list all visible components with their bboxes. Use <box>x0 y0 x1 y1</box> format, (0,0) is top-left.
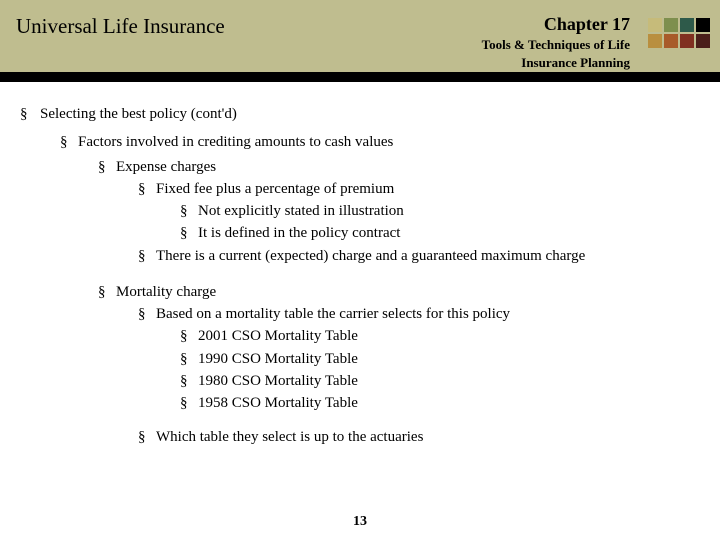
bullet-text: 1980 CSO Mortality Table <box>198 373 358 389</box>
logo-cell <box>680 34 694 48</box>
logo-cell <box>696 34 710 48</box>
list-item: Which table they select is up to the act… <box>136 427 702 447</box>
subtitle-line-1: Tools & Techniques of Life <box>482 37 630 53</box>
list-item: 1958 CSO Mortality Table <box>178 393 702 413</box>
chapter-label: Chapter 17 <box>482 14 630 35</box>
slide-title: Universal Life Insurance <box>16 14 482 39</box>
list-item: Based on a mortality table the carrier s… <box>136 304 702 413</box>
list-item: 1990 CSO Mortality Table <box>178 349 702 369</box>
bullet-text: 2001 CSO Mortality Table <box>198 328 358 344</box>
bullet-text: Not explicitly stated in illustration <box>198 203 404 219</box>
logo-cell <box>664 34 678 48</box>
bullet-text: 1958 CSO Mortality Table <box>198 395 358 411</box>
list-item: It is defined in the policy contract <box>178 223 702 243</box>
bullet-text: Fixed fee plus a percentage of premium <box>156 181 394 197</box>
list-item: Expense charges Fixed fee plus a percent… <box>96 157 702 266</box>
logo-cell <box>648 34 662 48</box>
bullet-text: Factors involved in crediting amounts to… <box>78 134 393 150</box>
logo-cell <box>648 18 662 32</box>
list-item: Not explicitly stated in illustration <box>178 201 702 221</box>
divider-bar <box>0 72 720 82</box>
logo-grid-icon <box>648 18 710 48</box>
slide-header: Universal Life Insurance Chapter 17 Tool… <box>0 0 720 72</box>
bullet-text: Expense charges <box>116 159 216 175</box>
bullet-text: Mortality charge <box>116 284 216 300</box>
list-item: Mortality charge Based on a mortality ta… <box>96 282 702 448</box>
bullet-text: Based on a mortality table the carrier s… <box>156 306 510 322</box>
bullet-text: Selecting the best policy (cont'd) <box>40 106 237 122</box>
list-item: Fixed fee plus a percentage of premium N… <box>136 179 702 244</box>
bullet-text: It is defined in the policy contract <box>198 225 400 241</box>
subtitle-line-2: Insurance Planning <box>482 55 630 71</box>
bullet-text: There is a current (expected) charge and… <box>156 248 585 264</box>
list-item: There is a current (expected) charge and… <box>136 246 702 266</box>
slide-body: Selecting the best policy (cont'd) Facto… <box>0 82 720 448</box>
list-item: 1980 CSO Mortality Table <box>178 371 702 391</box>
logo-cell <box>696 18 710 32</box>
page-number: 13 <box>0 514 720 530</box>
list-item: Selecting the best policy (cont'd) Facto… <box>18 104 702 448</box>
bullet-text: Which table they select is up to the act… <box>156 429 423 445</box>
logo-cell <box>680 18 694 32</box>
bullet-text: 1990 CSO Mortality Table <box>198 351 358 367</box>
list-item: 2001 CSO Mortality Table <box>178 326 702 346</box>
logo-cell <box>664 18 678 32</box>
list-item: Factors involved in crediting amounts to… <box>58 132 702 447</box>
